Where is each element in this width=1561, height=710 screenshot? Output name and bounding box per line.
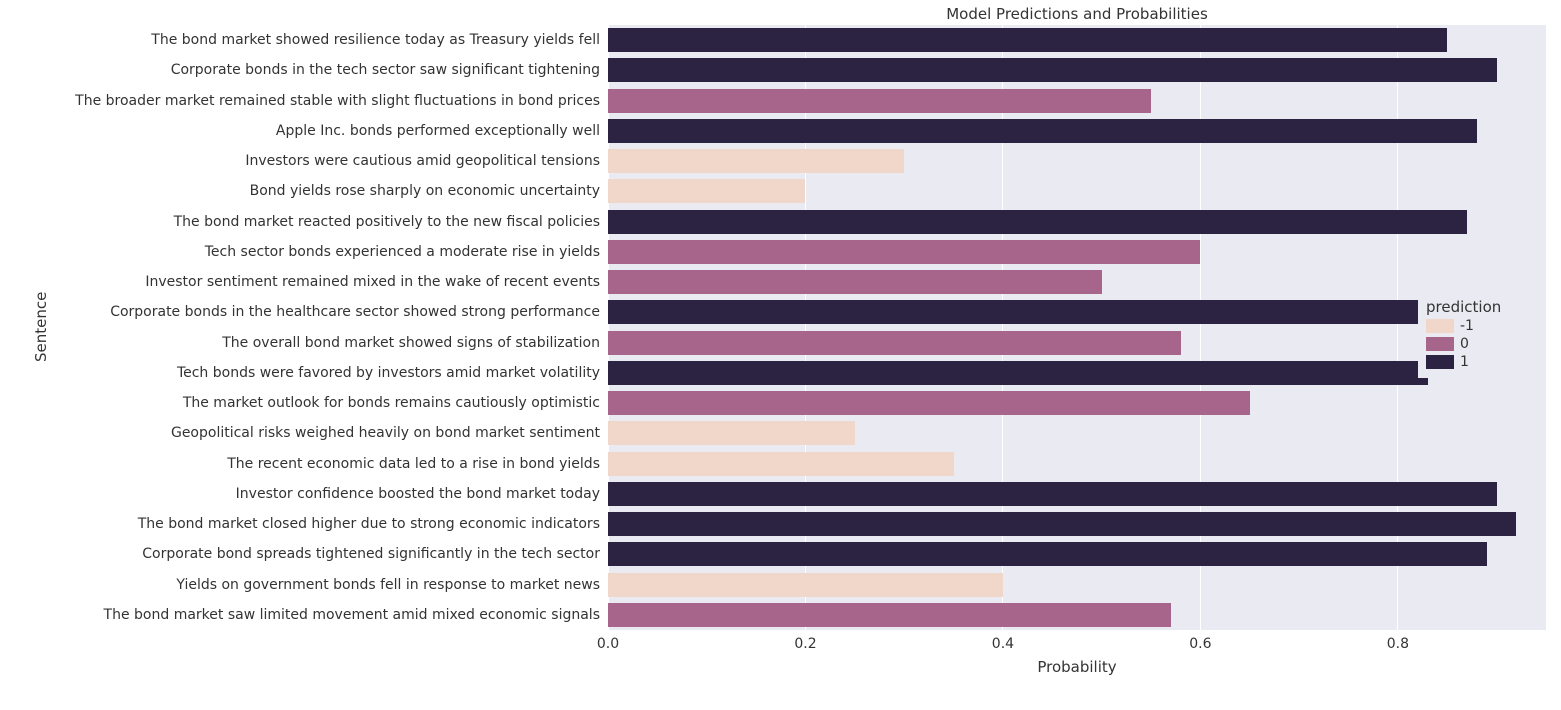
y-tick-label: Apple Inc. bonds performed exceptionally… [276,123,600,139]
bar [608,603,1171,627]
legend: prediction -1 0 1 [1418,292,1509,378]
bar [608,149,904,173]
bar [608,573,1003,597]
y-tick-label: Yields on government bonds fell in respo… [176,577,600,593]
bar [608,119,1477,143]
bar [608,542,1487,566]
x-gridline [1200,25,1201,630]
y-tick-label: The bond market reacted positively to th… [174,214,600,230]
bar [608,300,1487,324]
y-tick-label: Corporate bond spreads tightened signifi… [142,546,600,562]
y-tick-label: Bond yields rose sharply on economic unc… [250,183,600,199]
legend-swatch [1426,319,1454,333]
x-gridline [1002,25,1003,630]
y-tick-label: Corporate bonds in the healthcare sector… [110,304,600,320]
legend-swatch [1426,355,1454,369]
legend-item: 0 [1426,336,1501,352]
bar [608,452,954,476]
legend-item: -1 [1426,318,1501,334]
bar [608,331,1181,355]
x-tick-label: 0.6 [1189,636,1211,652]
y-tick-label: The broader market remained stable with … [75,93,600,109]
y-tick-label: Investor confidence boosted the bond mar… [236,486,600,502]
x-gridline [805,25,806,630]
bar [608,210,1467,234]
legend-label: -1 [1460,318,1474,334]
y-tick-label: The market outlook for bonds remains cau… [183,395,600,411]
bar [608,179,805,203]
bar [608,240,1200,264]
bar [608,58,1497,82]
x-axis-label: Probability [1037,658,1116,676]
x-gridline [1397,25,1398,630]
legend-label: 1 [1460,354,1469,370]
bar [608,89,1151,113]
bar [608,270,1102,294]
legend-swatch [1426,337,1454,351]
chart-title: Model Predictions and Probabilities [946,5,1208,23]
x-tick-label: 0.2 [794,636,816,652]
y-tick-label: The overall bond market showed signs of … [222,335,600,351]
y-tick-label: Investors were cautious amid geopolitica… [245,153,600,169]
legend-label: 0 [1460,336,1469,352]
x-gridline [608,25,609,630]
bar [608,421,855,445]
y-axis-label: Sentence [32,291,50,361]
bar [608,482,1497,506]
y-tick-label: The bond market saw limited movement ami… [104,607,600,623]
y-tick-label: Tech bonds were favored by investors ami… [177,365,600,381]
y-tick-label: Corporate bonds in the tech sector saw s… [171,62,600,78]
y-tick-label: The bond market showed resilience today … [151,32,600,48]
x-tick-label: 0.8 [1387,636,1409,652]
y-tick-label: Tech sector bonds experienced a moderate… [205,244,600,260]
y-tick-label: Investor sentiment remained mixed in the… [145,274,600,290]
bar [608,512,1516,536]
x-tick-label: 0.0 [597,636,619,652]
x-tick-label: 0.4 [992,636,1014,652]
legend-title: prediction [1426,298,1501,316]
plot-area [608,25,1546,630]
bar [608,361,1428,385]
bar [608,391,1250,415]
y-tick-label: The bond market closed higher due to str… [138,516,600,532]
legend-item: 1 [1426,354,1501,370]
bar [608,28,1447,52]
y-tick-label: The recent economic data led to a rise i… [227,456,600,472]
y-tick-label: Geopolitical risks weighed heavily on bo… [171,425,600,441]
chart-figure: Model Predictions and Probabilities Sent… [0,0,1561,710]
